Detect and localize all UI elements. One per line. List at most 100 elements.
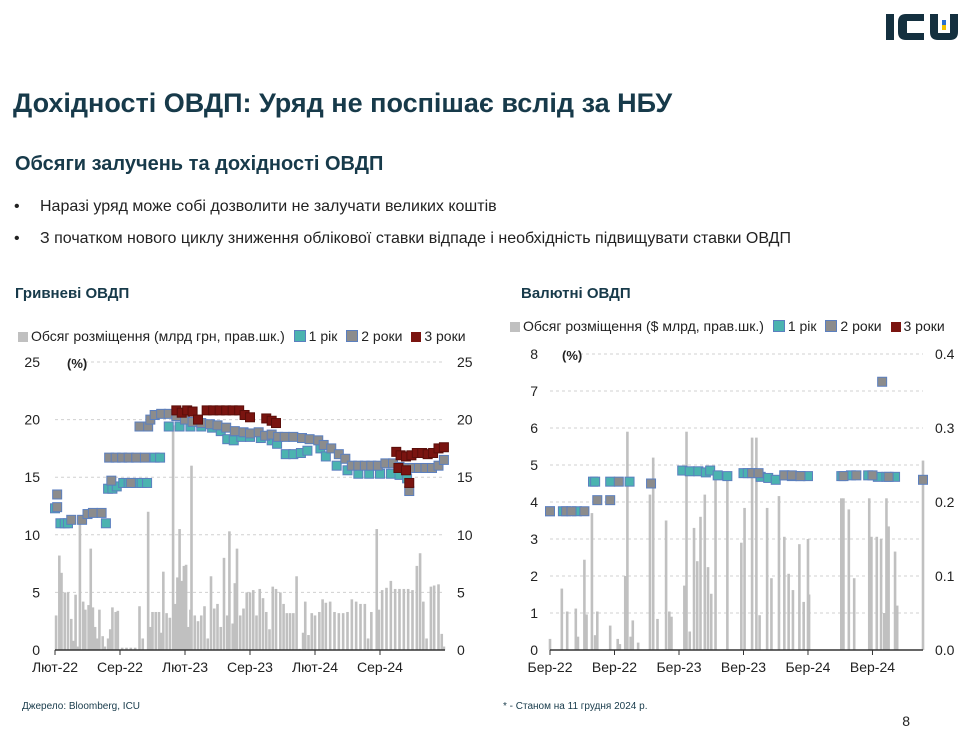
- volume-bar: [182, 565, 186, 650]
- volume-bar: [313, 615, 317, 650]
- volume-bar: [282, 603, 285, 650]
- volume-bar: [245, 592, 249, 650]
- volume-bar: [154, 611, 158, 650]
- volume-bar: [279, 592, 282, 650]
- volume-bar: [380, 590, 384, 650]
- volume-bar: [159, 632, 163, 650]
- y2-tick-label: 0: [457, 642, 465, 658]
- y-tick-label: 3: [530, 531, 538, 547]
- volume-bar: [233, 583, 237, 650]
- volume-bar: [870, 536, 873, 650]
- volume-bar: [248, 592, 252, 650]
- series-marker-2: [326, 443, 337, 454]
- uah-chart-title: Гривневі ОВДП: [15, 285, 130, 302]
- volume-bar: [608, 625, 612, 650]
- series-marker-3: [438, 442, 449, 453]
- volume-bar: [670, 616, 673, 650]
- series-marker-2: [288, 431, 299, 442]
- series-marker-2: [877, 376, 888, 387]
- volume-bar: [758, 615, 761, 650]
- volume-bar: [743, 507, 746, 650]
- series-marker-1: [302, 445, 313, 456]
- volume-bar: [429, 586, 433, 650]
- legend-bar-swatch: [18, 332, 28, 342]
- volume-bar: [740, 542, 743, 650]
- volume-bar: [91, 607, 95, 650]
- volume-bar: [366, 638, 370, 650]
- volume-bar: [618, 644, 622, 650]
- volume-bar: [72, 640, 75, 650]
- volume-bar: [777, 496, 781, 650]
- y2-tick-label: 5: [457, 584, 465, 600]
- volume-bar: [328, 601, 332, 650]
- volume-bar: [798, 544, 801, 650]
- volume-bar: [341, 613, 345, 650]
- volume-bar: [840, 498, 843, 650]
- volume-bar: [101, 636, 104, 650]
- volume-bar: [847, 509, 851, 650]
- volume-bar: [695, 561, 699, 650]
- volume-bar: [709, 593, 713, 650]
- volume-bar: [375, 529, 379, 650]
- volume-bar: [120, 647, 124, 650]
- volume-bar: [310, 613, 314, 650]
- volume-bar: [363, 603, 367, 650]
- series-marker-3: [187, 406, 198, 417]
- volume-bar: [264, 611, 268, 650]
- x-tick-label: Бер-23: [656, 659, 701, 675]
- volume-bar: [87, 605, 90, 650]
- volume-bar: [301, 632, 305, 650]
- volume-bar: [116, 610, 120, 650]
- series-marker-2: [838, 471, 849, 482]
- volume-bar: [418, 553, 422, 650]
- volume-bar: [415, 565, 419, 650]
- source-note: Джерело: Bloomberg, ICU: [22, 701, 141, 712]
- volume-bar: [683, 585, 686, 650]
- y-tick-label: 2: [530, 568, 538, 584]
- y2-tick-label: 0.4: [935, 346, 955, 362]
- volume-bar: [802, 601, 805, 650]
- volume-bar: [595, 611, 599, 650]
- y2-tick-label: 25: [457, 354, 473, 370]
- volume-bar: [807, 594, 811, 650]
- unit-label: (%): [562, 348, 582, 363]
- x-tick-label: Бер-22: [528, 659, 573, 675]
- series-marker-2: [753, 468, 764, 479]
- volume-bar: [787, 573, 790, 650]
- series-marker-3: [245, 412, 255, 423]
- volume-bar: [288, 613, 292, 650]
- volume-bar: [770, 578, 773, 650]
- volume-bar: [867, 498, 871, 650]
- series-marker-1: [624, 476, 635, 487]
- volume-bar: [755, 437, 758, 650]
- series-marker-2: [786, 470, 797, 481]
- volume-bar: [69, 618, 73, 650]
- series-marker-1: [142, 477, 153, 488]
- volume-bar: [385, 587, 388, 650]
- volume-bar: [548, 638, 552, 650]
- volume-bar: [251, 590, 255, 650]
- volume-bar: [440, 633, 444, 650]
- footnote: * - Станом на 11 грудня 2024 р.: [503, 701, 648, 712]
- volume-bar: [178, 529, 181, 650]
- volume-bar: [359, 603, 362, 650]
- volume-bar: [196, 621, 200, 650]
- y2-tick-label: 20: [457, 412, 473, 428]
- series-marker-1: [770, 474, 781, 485]
- volume-bar: [887, 526, 890, 650]
- volume-bar: [66, 592, 70, 650]
- volume-bar: [180, 580, 184, 650]
- series-marker-2: [918, 474, 928, 485]
- volume-bar: [402, 588, 406, 650]
- x-tick-label: Вер-22: [592, 659, 637, 675]
- usd-chart-title: Валютні ОВДП: [521, 285, 631, 302]
- volume-bar: [168, 617, 172, 650]
- series-marker-2: [52, 489, 63, 500]
- volume-bar: [228, 531, 231, 650]
- y-tick-label: 20: [24, 412, 40, 428]
- series-marker-1: [155, 452, 166, 463]
- volume-bar: [171, 425, 175, 650]
- volume-bar: [125, 647, 128, 650]
- volume-bar: [750, 437, 754, 650]
- volume-bar: [93, 626, 97, 650]
